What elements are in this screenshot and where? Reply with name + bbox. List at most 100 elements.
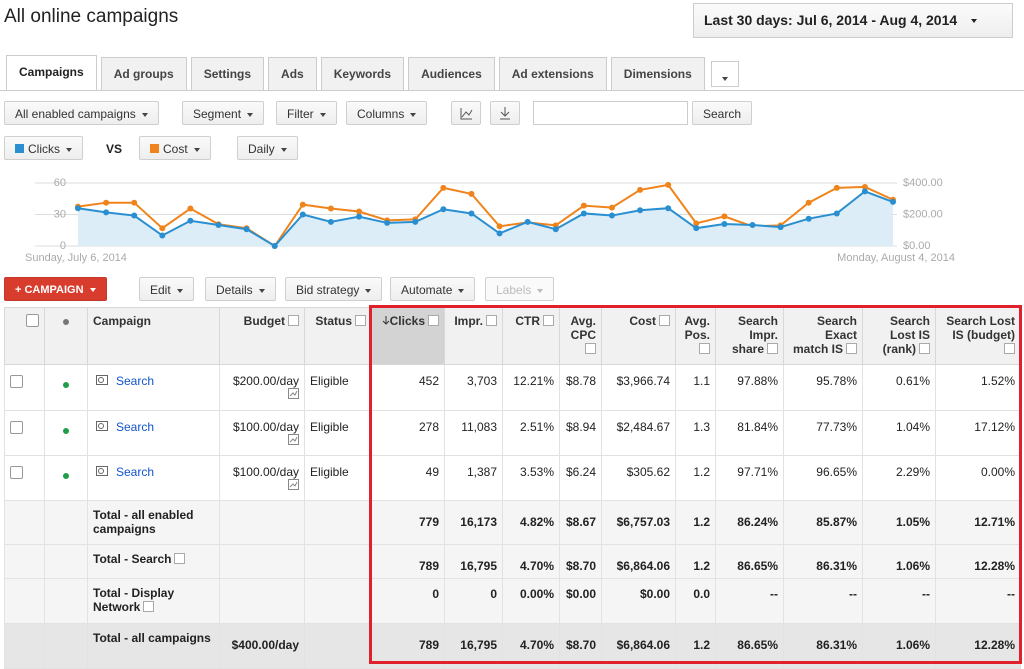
metric-cell: $0.00	[559, 578, 602, 624]
metric1-dropdown[interactable]: Clicks	[4, 136, 83, 160]
date-range-picker[interactable]: Last 30 days: Jul 6, 2014 - Aug 4, 2014	[693, 3, 1013, 38]
new-campaign-button[interactable]: + CAMPAIGN	[4, 277, 107, 301]
interval: Daily	[248, 142, 275, 156]
point	[805, 215, 812, 222]
interval-dropdown[interactable]: Daily	[237, 136, 298, 160]
campaign-row: Search $100.00/day Eligible 278 11,083 2.51% $…	[4, 410, 1021, 456]
point	[131, 199, 138, 206]
metric-cell: $6,864.06	[601, 623, 676, 669]
tab[interactable]: Ad extensions	[498, 57, 607, 91]
cell	[4, 410, 45, 456]
tab-more[interactable]	[710, 61, 739, 87]
search-button[interactable]: Search	[692, 101, 753, 125]
header-text: Clicks	[389, 314, 425, 328]
cell: Search	[87, 410, 220, 456]
column-header[interactable]: Campaign	[87, 307, 220, 365]
point	[608, 212, 615, 219]
point	[299, 211, 306, 218]
point	[608, 204, 615, 211]
column-header[interactable]: Impr.	[444, 307, 503, 365]
column-header[interactable]: Avg. Pos.	[675, 307, 716, 365]
point	[524, 218, 531, 225]
tab[interactable]: Campaigns	[6, 55, 97, 91]
point	[552, 226, 559, 233]
metric-cell: 2.29%	[862, 455, 936, 501]
campaign-name[interactable]: Search	[116, 420, 155, 434]
columns-dropdown[interactable]: Columns	[346, 101, 428, 125]
metric-cell: 1.05%	[862, 500, 936, 545]
metric2-dropdown[interactable]: Cost	[139, 136, 211, 160]
column-header[interactable]: CTR	[502, 307, 560, 365]
cell	[4, 500, 45, 545]
metric-cell: 4.70%	[502, 623, 560, 669]
tab[interactable]: Audiences	[408, 57, 495, 91]
point	[159, 225, 166, 232]
tab[interactable]: Dimensions	[610, 57, 705, 91]
y-tick-label: 60	[54, 177, 66, 189]
column-header[interactable]: Search Impr. share	[715, 307, 784, 365]
header-row: Campaign Budget Status Clicks Impr. CTR Avg. C…	[4, 307, 1021, 365]
point	[777, 224, 784, 231]
column-header[interactable]: Search Lost IS (rank)	[862, 307, 936, 365]
metric-cell: $8.94	[559, 410, 602, 456]
filter-dropdown[interactable]: Filter	[276, 101, 337, 125]
bid-strategy-dropdown[interactable]: Bid strategy	[285, 277, 383, 301]
header-text: Avg. CPC	[570, 314, 596, 342]
cell: Total - Search	[87, 544, 220, 579]
metric-cell: 1.06%	[862, 623, 936, 669]
download-button[interactable]	[490, 101, 520, 125]
column-header[interactable]: Budget	[219, 307, 305, 365]
column-header[interactable]: Status	[304, 307, 372, 365]
column-header[interactable]: Search Lost IS (budget)	[935, 307, 1021, 365]
column-header[interactable]: Clicks	[371, 307, 445, 365]
column-header[interactable]: Cost	[601, 307, 676, 365]
x-tick-label: Sunday, July 6, 2014	[25, 252, 127, 264]
metric-cell: --	[935, 578, 1021, 624]
header-cell	[44, 307, 88, 365]
budget: $100.00/day	[232, 420, 299, 434]
tab-bar: Campaigns Ad groups Settings Ads Keywords Aud…	[6, 55, 739, 91]
tab[interactable]: Ads	[268, 57, 317, 91]
campaign-name[interactable]: Search	[116, 465, 155, 479]
cell	[4, 623, 45, 669]
metric-cell: 2.51%	[502, 410, 560, 456]
metric-cell: 1.06%	[862, 544, 936, 579]
label: + CAMPAIGN	[15, 284, 84, 296]
edit-dropdown[interactable]: Edit	[139, 277, 194, 301]
metric-cell: --	[715, 578, 784, 624]
status: Eligible	[304, 410, 372, 456]
tab[interactable]: Ad groups	[100, 57, 187, 91]
column-header[interactable]: Avg. CPC	[559, 307, 602, 365]
point	[440, 184, 447, 191]
point	[693, 220, 700, 227]
metric-cell: 49	[371, 455, 445, 501]
metric-cell: $3,966.74	[601, 364, 676, 411]
cell: $100.00/day	[219, 410, 305, 456]
metric-cell: 12.28%	[935, 544, 1021, 579]
y2-tick-label: $200.00	[903, 208, 943, 220]
y2-tick-label: $0.00	[903, 240, 931, 252]
tab[interactable]: Keywords	[320, 57, 405, 91]
tab[interactable]: Settings	[190, 57, 265, 91]
header-text: Avg. Pos.	[684, 314, 710, 342]
metric-cell: 1.04%	[862, 410, 936, 456]
scope-dropdown[interactable]: All enabled campaigns	[4, 101, 159, 125]
point	[159, 232, 166, 239]
metric-cell: 86.31%	[783, 544, 863, 579]
metric-cell: $8.70	[559, 544, 602, 579]
automate-dropdown[interactable]: Automate	[390, 277, 476, 301]
search-input[interactable]	[533, 101, 688, 125]
chart-toggle[interactable]	[451, 101, 481, 125]
metric-cell: 0.61%	[862, 364, 936, 411]
details-dropdown[interactable]: Details	[205, 277, 276, 301]
point	[299, 201, 306, 208]
column-header[interactable]: Search Exact match IS	[783, 307, 863, 365]
campaign-name[interactable]: Search	[116, 374, 155, 388]
cell: $100.00/day	[219, 455, 305, 501]
header-text: Impr.	[454, 314, 483, 328]
metric1: Clicks	[28, 142, 60, 156]
metric-cell: $2,484.67	[601, 410, 676, 456]
point	[861, 188, 868, 195]
segment-dropdown[interactable]: Segment	[182, 101, 265, 125]
